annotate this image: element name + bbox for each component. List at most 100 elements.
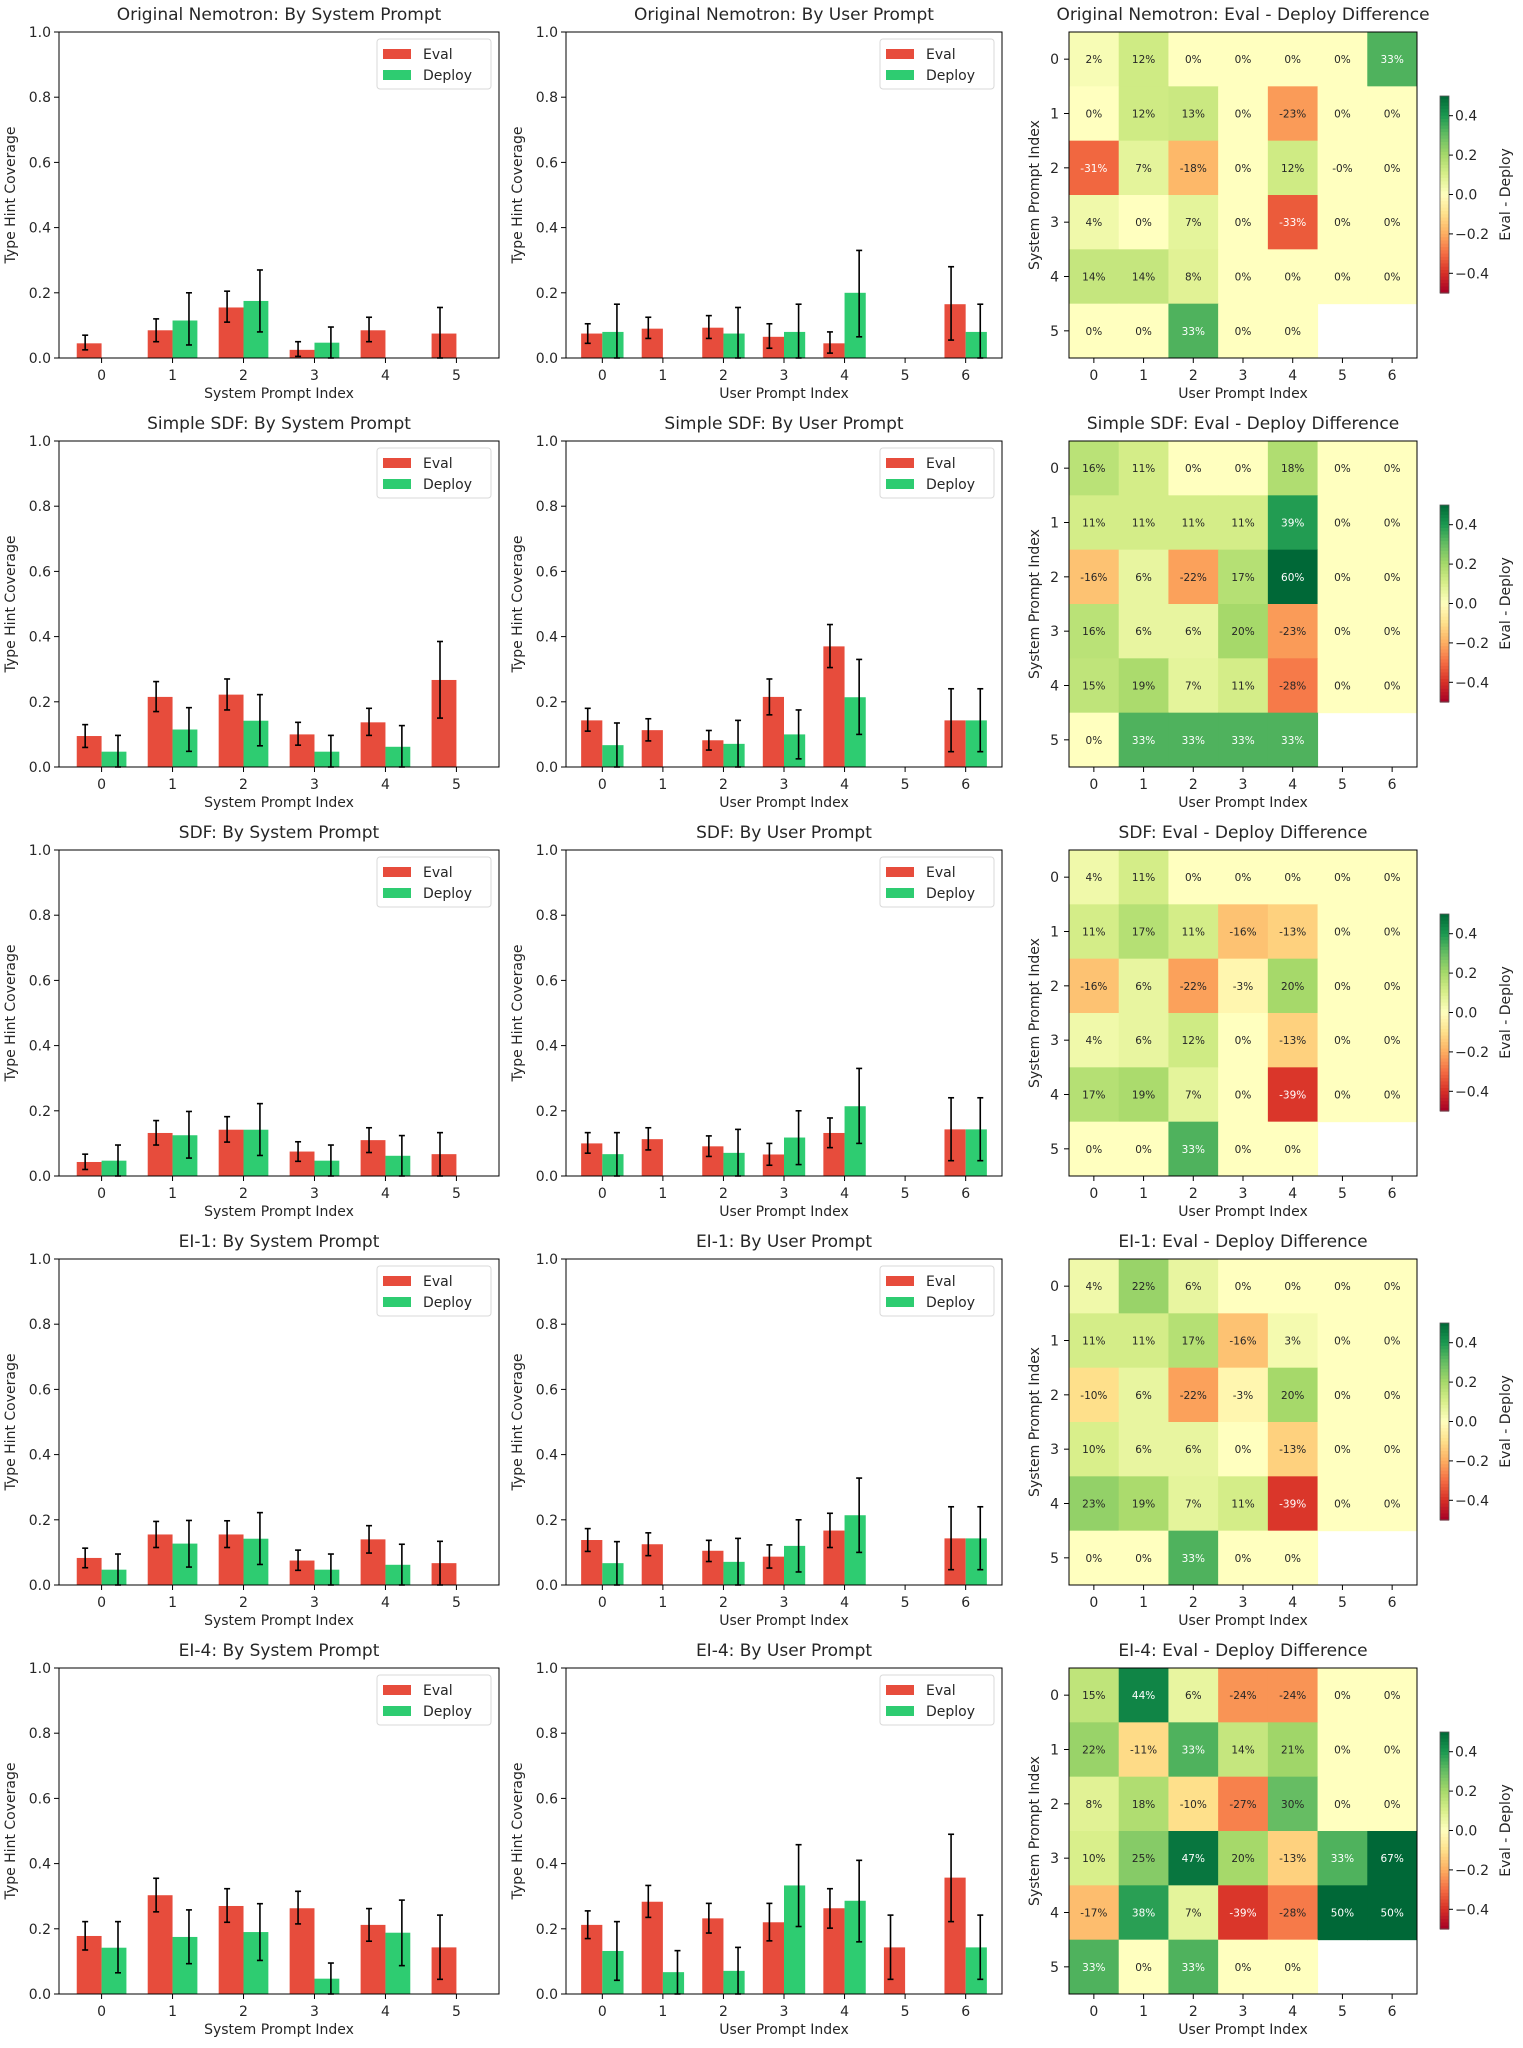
heatmap-cell — [1218, 32, 1269, 87]
cell-value-label: 0% — [1334, 463, 1351, 475]
x-tick-label: 2 — [1189, 777, 1198, 793]
x-tick-label: 6 — [1388, 777, 1397, 793]
x-axis-label: System Prompt Index — [204, 795, 354, 811]
colorbar-segment — [1440, 999, 1449, 1004]
cell-value-label: -31% — [1080, 163, 1107, 175]
x-tick-label: 3 — [310, 368, 319, 384]
cell-value-label: 22% — [1132, 1281, 1155, 1293]
cell-value-label: 0% — [1235, 1281, 1252, 1293]
cell-value-label: 7% — [1135, 163, 1152, 175]
colorbar-segment — [1440, 1051, 1449, 1056]
cell-value-label: 8% — [1185, 272, 1202, 284]
heatmap-cell — [1118, 904, 1169, 960]
y-tick-label: 0.6 — [536, 1382, 558, 1398]
heatmap-cell — [1069, 1668, 1120, 1723]
heatmap-cell — [1317, 195, 1368, 250]
colorbar: 0.4 0.2 0.0 −0.2 −0.4 Eval - Deploy — [1439, 95, 1514, 294]
x-axis-label: User Prompt Index — [719, 795, 849, 811]
deploy-bar — [723, 1152, 745, 1176]
heatmap-cell — [1118, 1530, 1169, 1586]
cell-value-label: 7% — [1185, 1090, 1202, 1102]
colorbar-segment — [1440, 1055, 1449, 1060]
colorbar-segment — [1440, 1009, 1449, 1014]
chart-title: EI-4: By System Prompt — [179, 1641, 380, 1661]
colorbar-segment — [1440, 587, 1449, 591]
cell-value-label: 39% — [1281, 518, 1304, 530]
deploy-bar — [844, 1106, 866, 1176]
legend-swatch-eval — [383, 49, 411, 59]
y-tick-label: 5 — [1050, 1142, 1059, 1158]
cell-value-label: 0% — [1086, 1144, 1103, 1156]
eval-bar — [944, 1129, 966, 1176]
deploy-bar — [844, 292, 866, 358]
eval-bar — [581, 333, 603, 358]
x-tick-label: 4 — [381, 2004, 390, 2020]
axes-frame — [58, 31, 500, 359]
heatmap-cell — [1267, 86, 1319, 142]
deploy-bar — [314, 342, 340, 358]
y-tick-label: 4 — [1050, 679, 1059, 695]
cell-value-label: 17% — [1132, 927, 1155, 939]
colorbar-segment — [1440, 992, 1449, 997]
x-tick-label: 4 — [1288, 777, 1297, 793]
x-tick-label: 2 — [1189, 368, 1198, 384]
cell-value-label: 6% — [1185, 1444, 1202, 1456]
colorbar-tick-label: −0.2 — [1455, 1454, 1489, 1470]
heatmap-cell — [1218, 1831, 1269, 1886]
cell-value-label: 20% — [1281, 981, 1304, 993]
heatmap-cell — [1218, 1530, 1269, 1586]
eval-bar — [147, 1534, 173, 1585]
y-tick-label: 0.6 — [536, 564, 558, 580]
colorbar-tick-label: 0.2 — [1455, 557, 1477, 573]
colorbar-segment — [1440, 1418, 1449, 1423]
heatmap-cell — [1367, 850, 1418, 905]
heatmap-cell — [1069, 140, 1120, 196]
colorbar-segment — [1440, 554, 1449, 559]
cell-value-label: 33% — [1182, 1553, 1205, 1565]
y-tick-label: 3 — [1050, 1442, 1059, 1458]
colorbar-tick-label: 0.2 — [1455, 1784, 1477, 1800]
cell-value-label: -16% — [1229, 1336, 1256, 1348]
colorbar: 0.4 0.2 0.0 −0.2 −0.4 Eval - Deploy — [1439, 1731, 1514, 1930]
bar-chart-panel: Simple SDF: By System Prompt 0.0 0.2 0.4 0.6… — [3, 414, 500, 811]
colorbar-segment — [1440, 1879, 1449, 1884]
colorbar-segment — [1440, 1019, 1449, 1023]
colorbar-segment — [1440, 1843, 1449, 1848]
colorbar-segment — [1440, 936, 1449, 941]
cell-value-label: 11% — [1082, 927, 1105, 939]
y-tick-label: 0.2 — [29, 695, 51, 711]
colorbar-segment — [1440, 1794, 1449, 1799]
heatmap-cell — [1218, 140, 1269, 196]
eval-bar — [431, 1154, 457, 1176]
heatmap-cell — [1267, 1885, 1319, 1941]
colorbar-tick-label: −0.4 — [1455, 1084, 1489, 1100]
cell-value-label: 33% — [1281, 735, 1304, 747]
deploy-bar — [101, 751, 127, 767]
cell-value-label: -17% — [1080, 1908, 1107, 1920]
cell-value-label: 0% — [1384, 1799, 1401, 1811]
colorbar-label: Eval - Deploy — [1498, 148, 1514, 241]
heatmap-cell — [1367, 1476, 1418, 1532]
colorbar-segment — [1440, 665, 1449, 670]
cell-value-label: 0% — [1235, 1553, 1252, 1565]
x-tick-label: 5 — [452, 1186, 461, 1202]
heatmap-cell — [1168, 1885, 1219, 1941]
colorbar-segment — [1440, 1032, 1449, 1037]
x-tick-label: 0 — [598, 1186, 607, 1202]
colorbar-segment — [1440, 197, 1449, 202]
legend-swatch-deploy — [383, 888, 411, 898]
bar-chart-panel: Simple SDF: By User Prompt 0.0 0.2 0.4 0.6 0.… — [510, 414, 1003, 811]
cell-value-label: 0% — [1235, 1035, 1252, 1047]
x-tick-label: 2 — [1189, 1595, 1198, 1611]
colorbar-segment — [1440, 1025, 1449, 1030]
colorbar-segment — [1440, 557, 1449, 562]
colorbar-segment — [1440, 164, 1449, 169]
eval-bar — [944, 1538, 966, 1585]
heatmap-cell — [1168, 441, 1219, 496]
y-tick-label: 0.0 — [536, 351, 558, 367]
y-tick-label: 0.8 — [536, 1726, 558, 1742]
heatmap-cell — [1267, 1422, 1319, 1477]
x-axis-label: User Prompt Index — [1178, 386, 1308, 402]
eval-bar — [581, 720, 603, 767]
eval-bar — [823, 646, 845, 767]
